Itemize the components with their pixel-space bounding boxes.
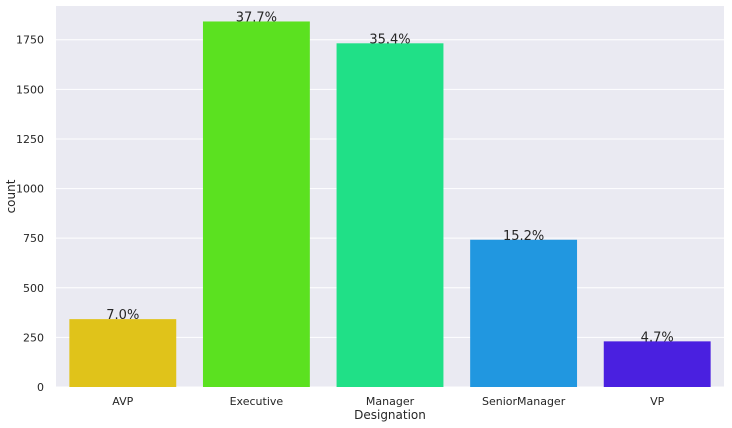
- data-labels: 7.0% 37.7% 35.4% 15.2% 4.7%: [106, 10, 673, 345]
- x-tick-label: SeniorManager: [482, 395, 566, 408]
- x-tick-label: AVP: [112, 395, 133, 408]
- x-tick-label: VP: [650, 395, 665, 408]
- y-tick-label: 500: [23, 282, 44, 295]
- y-tick-label: 750: [23, 232, 44, 245]
- bar-data-label: 4.7%: [641, 330, 674, 345]
- bar-executive: [202, 21, 310, 388]
- y-tick-label: 1750: [16, 34, 44, 47]
- x-axis-ticks: AVP Executive Manager SeniorManager VP: [112, 395, 664, 408]
- bar-vp: [603, 341, 711, 387]
- y-axis-ticks: 0 250 500 750 1000 1250 1500 1750: [16, 34, 44, 394]
- y-axis-label: count: [4, 179, 18, 213]
- bar-manager: [336, 43, 444, 388]
- y-tick-label: 1500: [16, 83, 44, 96]
- x-tick-label: Manager: [366, 395, 415, 408]
- bar-avp: [69, 319, 177, 387]
- bars: [69, 21, 711, 388]
- x-tick-label: Executive: [230, 395, 284, 408]
- bar-data-label: 37.7%: [236, 10, 277, 25]
- x-axis-label: Designation: [354, 408, 426, 422]
- y-tick-label: 0: [37, 381, 44, 394]
- y-tick-label: 1000: [16, 183, 44, 196]
- bar-data-label: 7.0%: [106, 308, 139, 323]
- y-tick-label: 250: [23, 331, 44, 344]
- bar-data-label: 35.4%: [369, 32, 410, 47]
- bar-seniormanager: [470, 239, 578, 387]
- y-tick-label: 1250: [16, 133, 44, 146]
- bar-data-label: 15.2%: [503, 229, 544, 244]
